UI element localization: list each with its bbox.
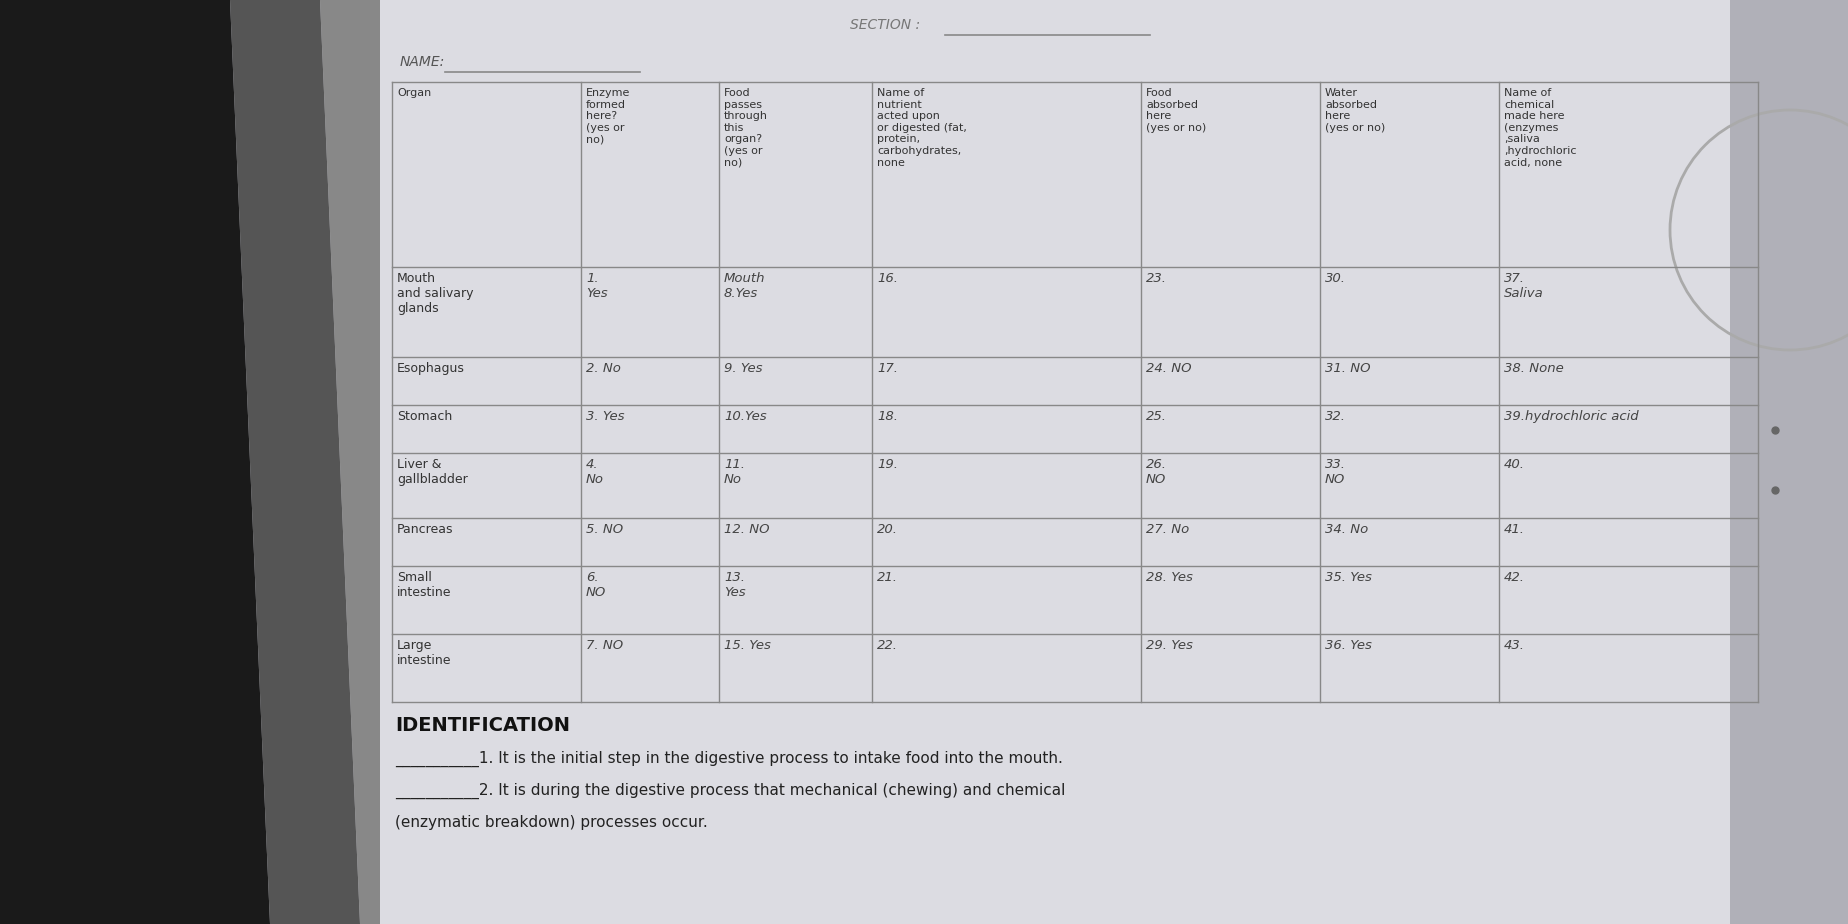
Text: 16.: 16. [876, 272, 898, 285]
Text: ___________1. It is the initial step in the digestive process to intake food int: ___________1. It is the initial step in … [395, 751, 1063, 767]
Text: 22.: 22. [876, 639, 898, 652]
Text: 2. No: 2. No [586, 362, 621, 375]
Text: 3. Yes: 3. Yes [586, 410, 625, 423]
Text: Pancreas: Pancreas [397, 523, 453, 536]
Text: 15. Yes: 15. Yes [724, 639, 771, 652]
Polygon shape [320, 0, 440, 924]
Text: 9. Yes: 9. Yes [724, 362, 761, 375]
Polygon shape [229, 0, 360, 924]
Text: 11.
No: 11. No [724, 458, 745, 486]
Text: 41.: 41. [1502, 523, 1525, 536]
Text: 20.: 20. [876, 523, 898, 536]
Text: 43.: 43. [1502, 639, 1525, 652]
Text: Mouth
and salivary
glands: Mouth and salivary glands [397, 272, 473, 315]
Text: 27. No: 27. No [1146, 523, 1188, 536]
Polygon shape [0, 0, 270, 924]
Text: 5. NO: 5. NO [586, 523, 623, 536]
Text: 18.: 18. [876, 410, 898, 423]
Text: Name of
nutrient
acted upon
or digested (fat,
protein,
carbohydrates,
none: Name of nutrient acted upon or digested … [876, 88, 967, 167]
Text: 12. NO: 12. NO [724, 523, 769, 536]
FancyBboxPatch shape [381, 0, 1730, 924]
Text: 10.Yes: 10.Yes [724, 410, 767, 423]
Text: 24. NO: 24. NO [1146, 362, 1190, 375]
Text: 37.
Saliva: 37. Saliva [1502, 272, 1543, 300]
Text: 29. Yes: 29. Yes [1146, 639, 1192, 652]
Text: 30.: 30. [1325, 272, 1345, 285]
Text: Name of
chemical
made here
(enzymes
,saliva
,hydrochloric
acid, none: Name of chemical made here (enzymes ,sal… [1502, 88, 1576, 167]
Text: 33.
NO: 33. NO [1325, 458, 1345, 486]
Text: Stomach: Stomach [397, 410, 453, 423]
Text: Food
passes
through
this
organ?
(yes or
no): Food passes through this organ? (yes or … [724, 88, 767, 167]
Text: Esophagus: Esophagus [397, 362, 464, 375]
Text: NAME:: NAME: [399, 55, 445, 69]
Text: Liver &
gallbladder: Liver & gallbladder [397, 458, 468, 486]
Text: ___________2. It is during the digestive process that mechanical (chewing) and c: ___________2. It is during the digestive… [395, 783, 1064, 799]
Text: 36. Yes: 36. Yes [1325, 639, 1371, 652]
Text: 32.: 32. [1325, 410, 1345, 423]
Text: (enzymatic breakdown) processes occur.: (enzymatic breakdown) processes occur. [395, 815, 708, 830]
Text: 34. No: 34. No [1325, 523, 1368, 536]
Text: 21.: 21. [876, 571, 898, 584]
Text: Water
absorbed
here
(yes or no): Water absorbed here (yes or no) [1325, 88, 1384, 133]
Text: 31. NO: 31. NO [1325, 362, 1369, 375]
Text: 26.
NO: 26. NO [1146, 458, 1166, 486]
Text: 4.
No: 4. No [586, 458, 604, 486]
Text: 13.
Yes: 13. Yes [724, 571, 745, 599]
Text: IDENTIFICATION: IDENTIFICATION [395, 716, 569, 735]
Text: 38. None: 38. None [1502, 362, 1563, 375]
Text: 39.hydrochloric acid: 39.hydrochloric acid [1502, 410, 1637, 423]
Text: 23.: 23. [1146, 272, 1166, 285]
Text: 42.: 42. [1502, 571, 1525, 584]
Text: 7. NO: 7. NO [586, 639, 623, 652]
Text: 17.: 17. [876, 362, 898, 375]
Text: Large
intestine: Large intestine [397, 639, 451, 667]
Text: 19.: 19. [876, 458, 898, 471]
Text: Enzyme
formed
here?
(yes or
no): Enzyme formed here? (yes or no) [586, 88, 630, 144]
Text: 28. Yes: 28. Yes [1146, 571, 1192, 584]
Text: Food
absorbed
here
(yes or no): Food absorbed here (yes or no) [1146, 88, 1205, 133]
Text: 1.
Yes: 1. Yes [586, 272, 608, 300]
Text: 40.: 40. [1502, 458, 1525, 471]
Text: SECTION :: SECTION : [850, 18, 920, 32]
Text: 25.: 25. [1146, 410, 1166, 423]
Text: 35. Yes: 35. Yes [1325, 571, 1371, 584]
Text: Small
intestine: Small intestine [397, 571, 451, 599]
Text: Mouth
8.Yes: Mouth 8.Yes [724, 272, 765, 300]
Text: Organ: Organ [397, 88, 431, 98]
Text: 6.
NO: 6. NO [586, 571, 606, 599]
